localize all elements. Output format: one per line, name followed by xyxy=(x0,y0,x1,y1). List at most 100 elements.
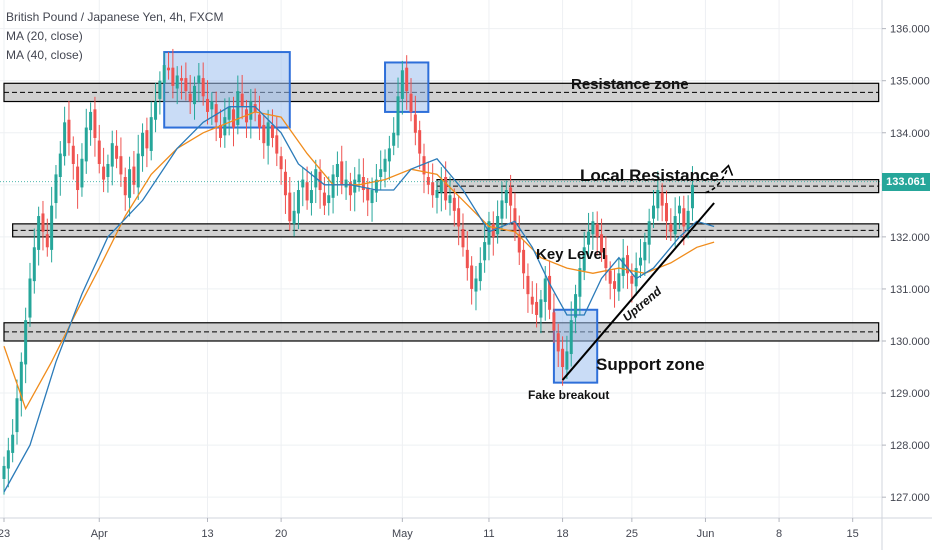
candle-body xyxy=(617,273,621,292)
candle-body xyxy=(578,268,582,297)
x-tick-label: 25 xyxy=(626,528,638,540)
candle-body xyxy=(682,208,686,227)
y-tick-label: 130.000 xyxy=(890,336,930,348)
label-support-zone: Support zone xyxy=(596,355,705,374)
candle-body xyxy=(76,166,80,191)
candle-body xyxy=(214,104,218,123)
candle-body xyxy=(197,75,201,84)
candle-body xyxy=(379,169,383,178)
candle-body xyxy=(115,145,119,159)
candle-body xyxy=(50,205,54,250)
candle-body xyxy=(301,179,305,188)
y-tick-label: 131.000 xyxy=(890,284,930,296)
candle-body xyxy=(535,301,539,315)
candle-body xyxy=(500,200,504,219)
candle-body xyxy=(630,275,634,284)
legend-symbol[interactable]: British Pound / Japanese Yen, 4h, FXCM xyxy=(6,10,224,24)
candle-body xyxy=(422,156,426,175)
candle-body xyxy=(145,130,149,149)
candle-body xyxy=(660,192,664,206)
y-tick-label: 129.000 xyxy=(890,388,930,400)
candle-body xyxy=(539,299,543,318)
candle-body xyxy=(292,210,296,224)
ma20-line xyxy=(3,106,715,493)
candle-body xyxy=(253,104,257,112)
candle-body xyxy=(478,262,482,282)
uptrend-line xyxy=(561,202,715,381)
candle-body xyxy=(240,93,244,107)
candle-body xyxy=(530,296,534,305)
candle-body xyxy=(634,268,638,287)
candle-body xyxy=(266,122,270,146)
candle-body xyxy=(154,101,158,120)
candle-body xyxy=(673,216,677,235)
candle-body xyxy=(357,174,361,183)
candle-body xyxy=(426,177,430,185)
candle-body xyxy=(102,166,106,180)
candle-body xyxy=(591,221,595,235)
candle-body xyxy=(106,163,110,178)
candle-body xyxy=(231,109,235,128)
candle-body xyxy=(67,119,71,144)
candle-body xyxy=(387,148,391,162)
candle-body xyxy=(149,117,153,151)
candle-body xyxy=(84,127,88,162)
candle-body xyxy=(470,265,474,289)
candle-body xyxy=(439,179,443,193)
grid-layer xyxy=(0,0,882,518)
candle-body xyxy=(6,450,10,469)
candle-body xyxy=(275,135,279,154)
candle-body xyxy=(37,216,41,250)
candle-body xyxy=(621,257,625,276)
candle-body xyxy=(552,312,556,331)
candle-body xyxy=(483,242,487,261)
candle-body xyxy=(444,177,448,201)
candle-body xyxy=(223,117,227,136)
candle-body xyxy=(561,348,565,368)
candle-body xyxy=(80,158,84,188)
candle-body xyxy=(201,78,205,97)
candle-body xyxy=(11,434,15,453)
legend-ma40[interactable]: MA (40, close) xyxy=(6,48,83,62)
candle-body xyxy=(45,234,49,248)
y-tick-label: 135.000 xyxy=(890,76,930,88)
candle-body xyxy=(167,67,171,71)
candle-body xyxy=(283,171,287,196)
candle-body xyxy=(227,106,231,120)
candle-body xyxy=(604,255,608,269)
candle-body xyxy=(89,111,93,131)
candle-body xyxy=(686,210,690,230)
candle-body xyxy=(97,140,101,164)
x-tick-label: 8 xyxy=(776,528,782,540)
candle-body xyxy=(409,93,413,112)
candle-body xyxy=(279,156,283,170)
candle-body xyxy=(405,67,409,92)
legend-ma20[interactable]: MA (20, close) xyxy=(6,29,83,43)
candle-body xyxy=(613,281,617,289)
candle-body xyxy=(24,320,28,365)
candle-body xyxy=(626,255,630,274)
x-tick-label: Apr xyxy=(91,528,108,540)
candle-body xyxy=(496,216,500,235)
candle-body xyxy=(448,195,452,204)
candle-body xyxy=(574,294,578,318)
candle-body xyxy=(110,143,114,167)
x-tick-label: 20 xyxy=(275,528,287,540)
candle-body xyxy=(93,109,97,138)
candle-body xyxy=(595,223,599,237)
candle-body xyxy=(335,163,339,178)
candle-body xyxy=(556,333,560,352)
candle-body xyxy=(309,190,313,204)
candle-body xyxy=(2,465,6,479)
candle-body xyxy=(19,361,23,401)
candle-body xyxy=(435,190,439,198)
candle-body xyxy=(171,67,175,86)
candle-body xyxy=(288,192,292,222)
candle-body xyxy=(305,182,309,201)
candle-body xyxy=(58,153,62,178)
candle-body xyxy=(344,179,348,188)
candle-body xyxy=(600,234,604,253)
breakout-arrow xyxy=(705,168,729,194)
candle-body xyxy=(392,132,396,146)
